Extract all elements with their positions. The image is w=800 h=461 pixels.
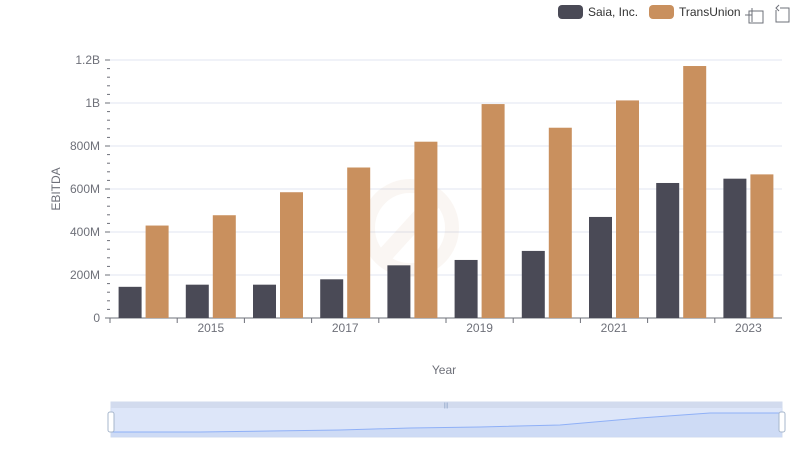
bars <box>118 66 774 319</box>
datazoom-handle-right[interactable] <box>778 411 786 433</box>
legend-item-transunion[interactable]: TransUnion <box>649 5 741 19</box>
bar-saia-inc-2023[interactable] <box>723 178 747 318</box>
datazoom-slider[interactable]: ||| <box>107 401 786 438</box>
bar-transunion-2016[interactable] <box>280 192 303 318</box>
legend-label-saia: Saia, Inc. <box>588 5 638 19</box>
bar-saia-inc-2019[interactable] <box>454 259 478 318</box>
bar-saia-inc-2016[interactable] <box>253 284 276 318</box>
x-tick-label: 2021 <box>601 321 628 335</box>
y-tick-label: 800M <box>70 139 100 153</box>
bar-transunion-2022[interactable] <box>683 66 707 319</box>
bar-transunion-2020[interactable] <box>548 127 572 318</box>
y-axis-title: EBITDA <box>49 167 63 210</box>
bar-transunion-2023[interactable] <box>750 174 774 318</box>
bar-saia-inc-2020[interactable] <box>521 250 545 318</box>
bar-saia-inc-2017[interactable] <box>320 279 344 318</box>
restore-icon[interactable] <box>775 4 790 23</box>
x-axis-title: Year <box>432 363 456 377</box>
y-tick-label: 200M <box>70 268 100 282</box>
bar-saia-inc-2022[interactable] <box>656 182 680 318</box>
bar-transunion-2018[interactable] <box>414 141 438 318</box>
watermark-logo <box>361 179 459 277</box>
zoom-icon[interactable] <box>745 8 764 24</box>
x-tick-label: 2019 <box>466 321 493 335</box>
datazoom-handle-left[interactable] <box>107 411 115 433</box>
y-tick-label: 0 <box>93 311 100 325</box>
legend-label-transunion: TransUnion <box>679 5 741 19</box>
bar-transunion-2019[interactable] <box>481 104 505 318</box>
bar-transunion-2014[interactable] <box>145 225 169 318</box>
x-tick-label: 2017 <box>332 321 359 335</box>
legend[interactable]: Saia, Inc. TransUnion <box>558 5 741 19</box>
y-tick-label: 600M <box>70 182 100 196</box>
bar-saia-inc-2014[interactable] <box>118 286 142 318</box>
bar-transunion-2021[interactable] <box>616 100 639 318</box>
bar-saia-inc-2021[interactable] <box>589 216 612 318</box>
legend-item-saia[interactable]: Saia, Inc. <box>558 5 638 19</box>
x-tick-label: 2015 <box>197 321 224 335</box>
bar-saia-inc-2015[interactable] <box>185 284 209 318</box>
legend-swatch-transunion <box>649 5 674 19</box>
x-axis: 2015 2017 2019 2021 2023 <box>109 318 762 335</box>
bar-transunion-2017[interactable] <box>347 167 371 319</box>
y-tick-label: 1B <box>85 96 100 110</box>
bar-saia-inc-2018[interactable] <box>387 265 411 318</box>
x-tick-label: 2023 <box>735 321 762 335</box>
datazoom-top-bar[interactable] <box>111 402 782 408</box>
datazoom-preview-line <box>111 412 782 433</box>
legend-swatch-saia <box>558 5 583 19</box>
y-tick-label: 1.2B <box>75 53 100 67</box>
y-tick-label: 400M <box>70 225 100 239</box>
y-axis: 0 200M 400M 600M 800M 1B 1.2B <box>70 53 110 325</box>
datazoom-grip-icon[interactable]: ||| <box>444 403 449 409</box>
bar-transunion-2015[interactable] <box>212 215 236 318</box>
